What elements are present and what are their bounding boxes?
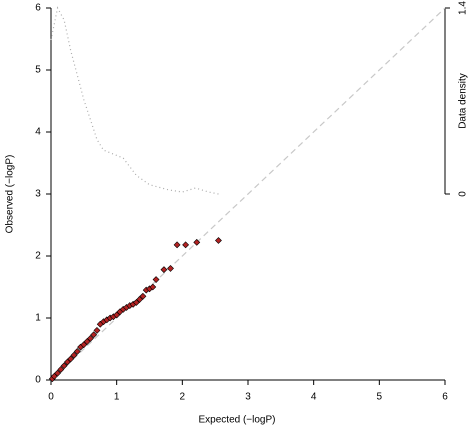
y-tick-label: 1: [35, 313, 41, 324]
y-tick-label: 3: [35, 189, 41, 200]
point: [86, 335, 94, 342]
point: [152, 276, 160, 283]
point: [167, 264, 174, 272]
point: [70, 351, 78, 359]
density-line: [50, 6, 219, 195]
x-tick-label: 0: [48, 392, 54, 403]
point: [173, 241, 181, 249]
point: [73, 348, 81, 355]
x-tick-label: 5: [377, 392, 383, 403]
point: [93, 326, 101, 334]
point: [193, 238, 201, 246]
x-tick-label: 2: [180, 392, 186, 403]
point: [160, 266, 168, 274]
y-tick-label: 6: [35, 3, 41, 14]
x-tick-label: 4: [311, 392, 317, 403]
reference-line: [50, 7, 446, 381]
y2-tick-label: 1.4: [458, 1, 469, 15]
x-tick-label: 1: [114, 392, 120, 403]
y-tick-label: 5: [35, 65, 41, 76]
x-tick-label: 3: [245, 392, 251, 403]
y-tick-label: 2: [35, 251, 41, 262]
point: [215, 237, 222, 244]
point: [149, 283, 157, 291]
y-axis-title: Observed (−logP): [5, 155, 16, 234]
x-tick-label: 6: [442, 392, 448, 403]
y-tick-label: 4: [35, 127, 41, 138]
point: [90, 331, 98, 339]
point: [54, 369, 61, 377]
y-tick-label: 0: [35, 375, 41, 386]
point: [139, 292, 147, 300]
point: [182, 241, 190, 249]
x-axis-title: Expected (−logP): [199, 415, 276, 426]
point: [60, 362, 68, 370]
point: [67, 355, 75, 363]
y2-tick-label: 0: [458, 191, 469, 197]
point: [57, 366, 65, 373]
y2-axis-title: Data density: [458, 73, 469, 129]
